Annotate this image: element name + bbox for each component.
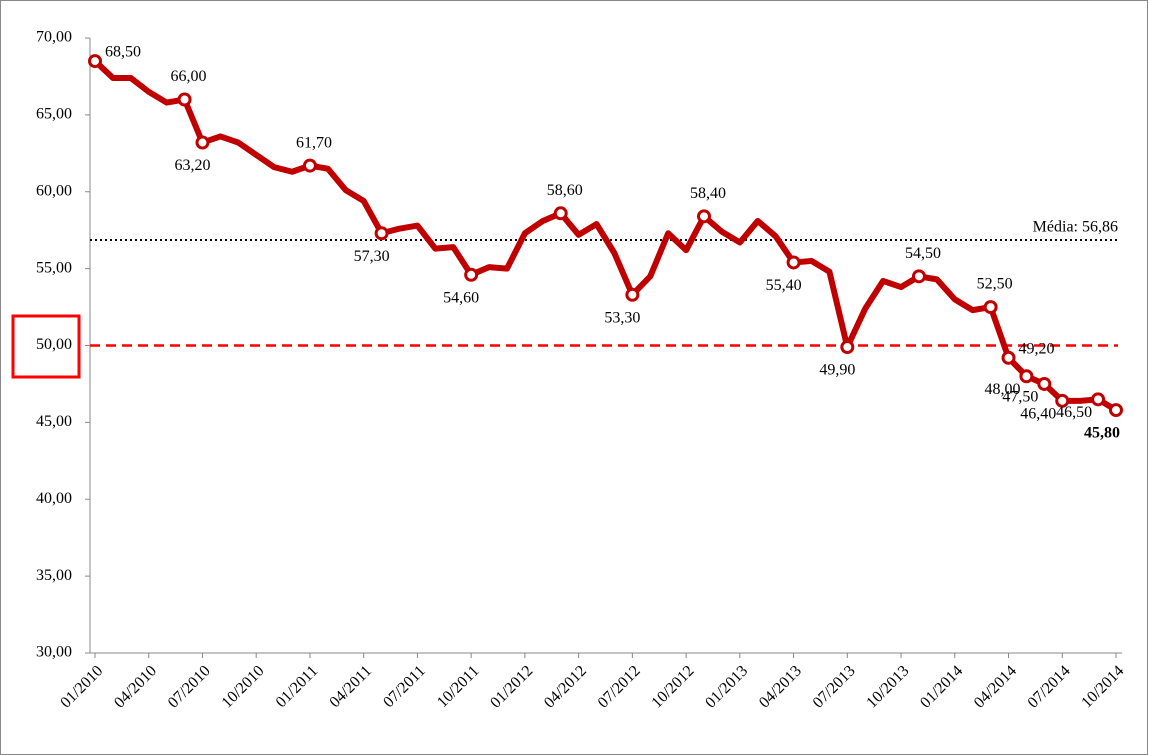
data-label: 61,70	[296, 134, 332, 151]
x-tick-label: 07/2012	[595, 662, 644, 711]
x-tick-label: 07/2010	[165, 662, 214, 711]
series-line	[92, 58, 1118, 413]
data-label: 46,40	[1020, 406, 1056, 423]
y-tick-label: 55,00	[36, 259, 72, 276]
data-label: 54,50	[905, 245, 941, 262]
x-tick-label: 04/2013	[756, 662, 805, 711]
data-label: 52,50	[977, 276, 1013, 293]
x-tick-label: 04/2010	[111, 662, 160, 711]
x-tick-label: 01/2011	[273, 662, 322, 711]
point-marker	[464, 267, 479, 282]
point-marker	[195, 135, 210, 150]
point-marker	[1001, 350, 1016, 365]
data-label: 46,50	[1056, 404, 1092, 421]
data-label: 53,30	[604, 309, 640, 326]
point-marker	[911, 269, 926, 284]
y-tick-label: 40,00	[36, 490, 72, 507]
y-tick-label: 35,00	[36, 567, 72, 584]
data-label: 57,30	[354, 248, 390, 265]
data-label: 58,60	[547, 182, 583, 199]
point-marker	[88, 54, 102, 69]
data-label: 54,60	[443, 289, 479, 306]
point-marker	[553, 206, 568, 221]
x-tick-label: 07/2013	[810, 662, 859, 711]
point-marker	[840, 340, 855, 355]
y-tick-label: 60,00	[36, 182, 72, 199]
point-marker	[1091, 392, 1106, 407]
x-tick-label: 07/2014	[1025, 662, 1074, 711]
point-marker	[374, 226, 389, 241]
data-label: 49,90	[819, 362, 855, 379]
data-label: 58,40	[690, 185, 726, 202]
data-label: 68,50	[105, 44, 141, 61]
mean-label: Média: 56,86	[1033, 219, 1118, 236]
point-marker	[625, 287, 640, 302]
data-label: 45,80	[1084, 425, 1120, 442]
x-tick-label: 10/2010	[219, 662, 268, 711]
x-tick-label: 07/2011	[380, 662, 429, 711]
data-label: 49,20	[1019, 340, 1055, 357]
point-marker	[1019, 369, 1034, 384]
highlight-box	[11, 314, 81, 379]
x-tick-label: 10/2012	[648, 662, 697, 711]
x-tick-label: 10/2011	[434, 662, 483, 711]
x-tick-label: 04/2011	[326, 662, 375, 711]
point-marker	[302, 158, 317, 173]
y-tick-label: 30,00	[36, 644, 72, 661]
point-marker	[1037, 376, 1052, 391]
point-marker	[697, 209, 712, 224]
x-tick-label: 10/2014	[1078, 662, 1127, 711]
x-tick-label: 04/2014	[971, 662, 1020, 711]
data-label: 63,20	[174, 157, 210, 174]
x-tick-label: 01/2010	[57, 662, 106, 711]
data-label: 66,00	[171, 68, 207, 85]
y-tick-label: 45,00	[36, 413, 72, 430]
data-label: 48,00	[984, 381, 1020, 398]
point-marker	[983, 300, 998, 315]
x-tick-label: 10/2013	[863, 662, 912, 711]
x-tick-label: 01/2014	[917, 662, 966, 711]
x-tick-label: 01/2012	[487, 662, 536, 711]
y-tick-label: 50,00	[36, 336, 72, 353]
point-marker	[786, 255, 801, 270]
point-marker	[177, 92, 192, 107]
point-marker	[1055, 393, 1070, 408]
data-label: 47,50	[1002, 389, 1038, 406]
y-tick-label: 70,00	[36, 29, 72, 46]
point-marker	[1109, 403, 1123, 418]
y-tick-label: 65,00	[36, 106, 72, 123]
x-tick-label: 01/2013	[702, 662, 751, 711]
x-tick-label: 04/2012	[541, 662, 590, 711]
data-label: 55,40	[766, 277, 802, 294]
